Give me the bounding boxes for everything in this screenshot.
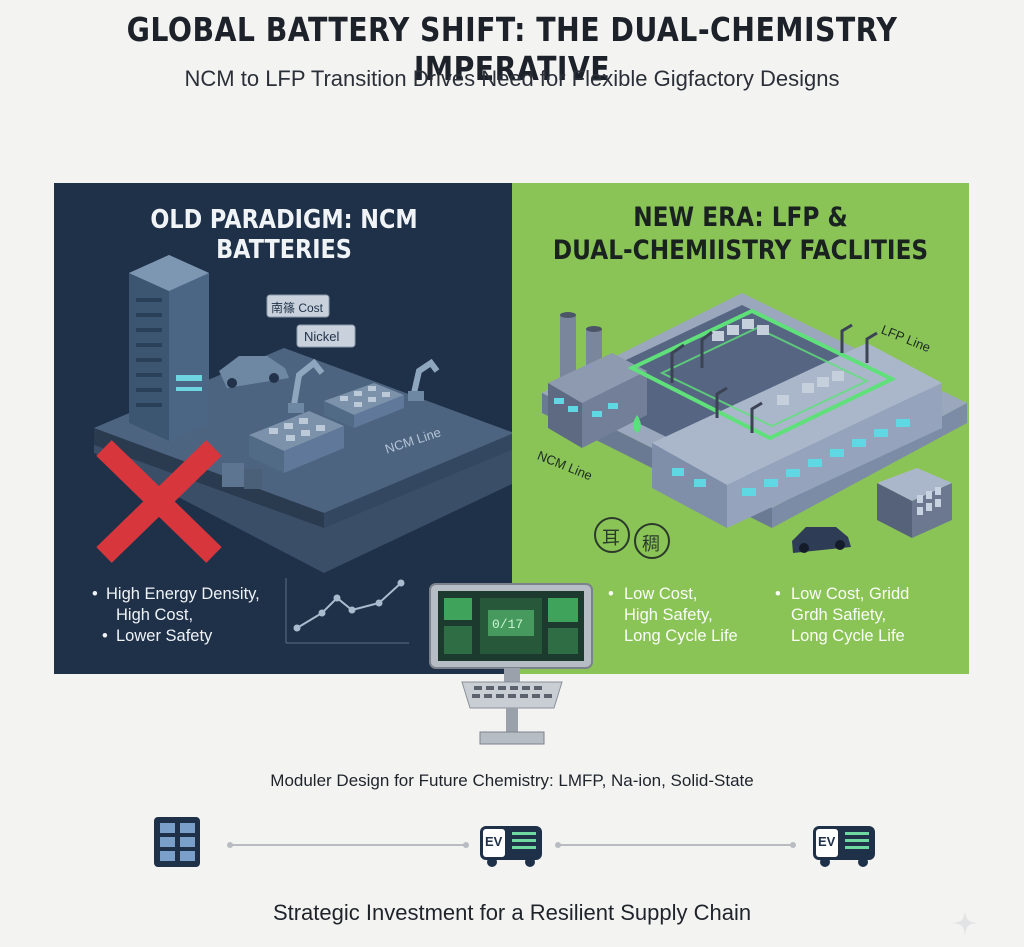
sparkle-icon (952, 910, 978, 936)
ev-label-2: EV (818, 834, 836, 849)
footer-caption: Strategic Investment for a Resilient Sup… (272, 900, 752, 925)
ncm-bullet-list: • High Energy Density, High Cost, • Lower … (92, 585, 260, 645)
bullet-long-cycle-2: Long Cycle Life (791, 627, 905, 645)
cost-tag: 南篠 Cost (271, 301, 324, 315)
dual-chemistry-factory-illustration (542, 293, 967, 559)
trend-chart-icon (285, 578, 409, 644)
seal-character-1: 耳 (602, 528, 620, 548)
old-paradigm-title: OLD PARADIGM: NCM BATTERIES (150, 205, 418, 265)
page-title: GLOBAL BATTERY SHIFT: THE DUAL-CHEMISTRY… (126, 10, 898, 88)
bullet-high-energy: High Energy Density, (106, 585, 260, 603)
ev-truck-icon (480, 826, 542, 867)
bullet-low-cost-grid: Low Cost, Gridd (791, 585, 910, 603)
bullet-grid-safety: Grdh Safiety, (791, 606, 887, 624)
monitor-screen-label: 0/17 (492, 617, 524, 632)
supply-timeline (154, 817, 875, 867)
new-era-title: NEW ERA: LFP & DUAL-CHEMIISTRY FACLITIES (544, 201, 937, 267)
nickel-tag: Nickel (304, 329, 340, 344)
new-era-title-line2: DUAL-CHEMIISTRY FACLITIES (552, 235, 929, 266)
dual-bullet-list: • Low Cost, Gridd Grdh Safiety, Long Cycl… (775, 585, 910, 645)
old-paradigm-panel: OLD PARADIGM: NCM BATTERIES 南篠 Cost Nick… (54, 183, 514, 674)
new-era-panel: NEW ERA: LFP & DUAL-CHEMIISTRY FACLITIES… (512, 183, 969, 674)
bullet-high-safety: High Safety, (624, 606, 713, 624)
battery-module-icon (154, 817, 200, 867)
page-subtitle: NCM to LFP Transition Drives Need for Fl… (184, 66, 840, 91)
control-monitor-icon (429, 583, 593, 745)
new-era-title-line1: NEW ERA: LFP & (633, 202, 848, 233)
lfp-bullet-list: • Low Cost, High Safety, Long Cycle Life (608, 585, 738, 645)
bullet-long-cycle: Long Cycle Life (624, 627, 738, 645)
ev-truck-icon-2 (813, 826, 875, 867)
rejected-cross-icon (96, 440, 222, 563)
bullet-low-cost: Low Cost, (624, 585, 698, 603)
bullet-high-cost: High Cost, (116, 606, 194, 624)
seal-character-2: 稠 (642, 534, 660, 554)
bullet-lower-safety: Lower Safety (116, 627, 213, 645)
ncm-factory-illustration (94, 255, 514, 644)
ev-label-1: EV (485, 834, 503, 849)
modular-design-caption: Moduler Design for Future Chemistry: LMF… (270, 771, 754, 790)
